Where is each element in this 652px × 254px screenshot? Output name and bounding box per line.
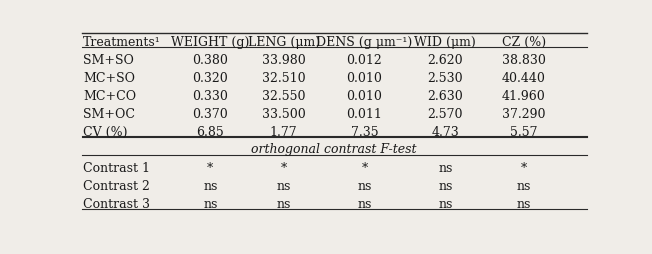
Text: *: * [207,162,213,175]
Text: ns: ns [438,162,452,175]
Text: 41.960: 41.960 [502,90,546,103]
Text: Contrast 2: Contrast 2 [83,180,150,193]
Text: *: * [280,162,287,175]
Text: WEIGHT (g): WEIGHT (g) [171,36,250,49]
Text: ns: ns [438,198,452,211]
Text: CZ (%): CZ (%) [501,36,546,49]
Text: 4.73: 4.73 [432,126,459,139]
Text: 33.500: 33.500 [261,108,306,121]
Text: ns: ns [276,198,291,211]
Text: orthogonal contrast F-test: orthogonal contrast F-test [252,143,417,156]
Text: 0.380: 0.380 [192,54,228,67]
Text: 0.012: 0.012 [347,54,382,67]
Text: DENS (g μm⁻¹): DENS (g μm⁻¹) [316,36,413,49]
Text: ns: ns [357,198,372,211]
Text: 38.830: 38.830 [501,54,546,67]
Text: ns: ns [357,180,372,193]
Text: *: * [361,162,368,175]
Text: SM+OC: SM+OC [83,108,135,121]
Text: LENG (μm): LENG (μm) [248,36,319,49]
Text: 37.290: 37.290 [502,108,545,121]
Text: Contrast 3: Contrast 3 [83,198,150,211]
Text: CV (%): CV (%) [83,126,128,139]
Text: 32.510: 32.510 [262,72,305,85]
Text: 6.85: 6.85 [196,126,224,139]
Text: 0.370: 0.370 [192,108,228,121]
Text: *: * [520,162,527,175]
Text: 0.010: 0.010 [346,72,383,85]
Text: WID (μm): WID (μm) [415,36,476,49]
Text: ns: ns [203,198,218,211]
Text: 5.57: 5.57 [510,126,537,139]
Text: SM+SO: SM+SO [83,54,134,67]
Text: 0.320: 0.320 [192,72,228,85]
Text: 2.570: 2.570 [428,108,463,121]
Text: MC+CO: MC+CO [83,90,136,103]
Text: ns: ns [516,198,531,211]
Text: MC+SO: MC+SO [83,72,135,85]
Text: 33.980: 33.980 [261,54,306,67]
Text: 32.550: 32.550 [262,90,305,103]
Text: 2.630: 2.630 [428,90,463,103]
Text: ns: ns [276,180,291,193]
Text: 2.620: 2.620 [428,54,463,67]
Text: 40.440: 40.440 [501,72,546,85]
Text: 1.77: 1.77 [270,126,297,139]
Text: 2.530: 2.530 [428,72,463,85]
Text: 0.011: 0.011 [346,108,383,121]
Text: Treatments¹: Treatments¹ [83,36,161,49]
Text: 0.010: 0.010 [346,90,383,103]
Text: Contrast 1: Contrast 1 [83,162,150,175]
Text: ns: ns [203,180,218,193]
Text: 7.35: 7.35 [351,126,378,139]
Text: ns: ns [516,180,531,193]
Text: ns: ns [438,180,452,193]
Text: 0.330: 0.330 [192,90,228,103]
